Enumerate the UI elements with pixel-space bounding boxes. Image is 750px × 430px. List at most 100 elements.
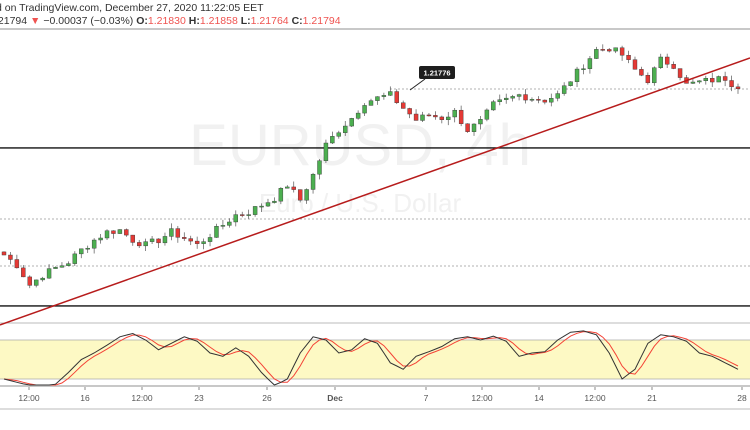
bullish-candle [703,78,709,82]
bearish-candle [137,242,142,247]
open-value: 1.21830 [147,15,186,27]
bearish-candle [664,56,670,65]
stochastic-band [0,340,750,379]
bullish-candle [471,123,477,132]
bearish-candle [639,69,644,76]
bullish-candle [388,91,393,96]
bullish-candle [529,99,535,101]
bullish-candle [162,236,168,244]
bearish-candle [297,189,303,201]
bearish-candle [194,240,200,244]
bullish-candle [516,94,522,97]
price-change: −0.00037 (−0.03%) [43,15,134,27]
bullish-candle [317,160,322,175]
bullish-candle [304,189,309,201]
x-tick-label: 7 [424,393,429,403]
last-price: .21794 [0,15,28,27]
bullish-candle [549,98,554,103]
bullish-candle [252,206,258,215]
bearish-candle [182,237,187,239]
bullish-candle [246,214,251,216]
bearish-candle [645,75,651,84]
bullish-candle [697,80,702,83]
down-arrow-icon: ▼ [30,15,41,27]
bullish-candle [587,58,593,69]
bullish-candle [484,109,490,120]
bearish-candle [729,80,734,88]
bearish-candle [677,68,683,78]
bullish-candle [561,85,567,94]
bullish-candle [497,99,502,102]
bullish-candle [91,239,97,249]
chart-header: d on TradingView.com, December 27, 2020 … [0,0,750,30]
bullish-candle [690,81,696,84]
bearish-candle [413,113,419,121]
bearish-candle [542,99,548,103]
bullish-candle [362,105,367,114]
bearish-candle [130,234,135,243]
bullish-candle [336,132,342,137]
bearish-candle [407,108,412,115]
open-label: O: [136,15,148,27]
bullish-candle [658,56,663,68]
bullish-candle [59,265,65,268]
x-tick-label: 14 [534,393,544,403]
bullish-candle [310,173,316,190]
bullish-candle [265,202,271,207]
bullish-candle [510,96,515,99]
published-info: d on TradingView.com, December 27, 2020 … [0,2,264,14]
bullish-candle [278,188,284,202]
bullish-candle [169,228,174,237]
bullish-candle [117,229,123,234]
x-tick-label: 12:00 [471,393,493,403]
bearish-candle [188,238,193,242]
bullish-candle [652,67,657,84]
x-tick-label: 21 [647,393,657,403]
bullish-candle [613,47,618,52]
price-callout-label: 1.21776 [423,69,450,78]
bullish-candle [285,186,290,189]
bullish-candle [375,96,380,101]
low-label: L: [240,15,251,27]
bullish-candle [381,95,387,97]
bullish-candle [149,238,155,242]
bullish-candle [143,241,148,247]
bearish-candle [400,102,406,109]
bearish-candle [240,214,245,216]
bearish-candle [8,254,13,260]
bearish-candle [607,49,612,52]
bearish-candle [465,123,470,132]
bullish-candle [227,221,232,226]
bearish-candle [27,276,32,286]
bullish-candle [716,76,721,83]
bearish-candle [156,238,161,244]
bullish-candle [207,237,213,242]
bearish-candle [111,230,116,234]
bullish-candle [355,112,361,119]
high-label: H: [188,15,200,27]
bearish-candle [439,116,445,120]
bullish-candle [594,49,599,59]
ohlc-legend: .21794 ▼ −0.00037 (−0.03%) O:1.21830 H:1… [0,15,341,27]
bullish-candle [349,118,354,127]
bullish-candle [46,268,52,279]
bullish-candle [446,116,451,120]
bearish-candle [710,78,715,83]
bearish-candle [600,49,605,51]
bullish-candle [491,101,496,111]
x-tick-label: 12:00 [584,393,606,403]
bearish-candle [14,259,20,269]
bullish-candle [555,93,560,99]
bullish-candle [259,205,264,208]
bearish-candle [175,228,181,238]
bullish-candle [343,125,348,133]
bullish-candle [581,68,586,70]
bullish-candle [85,247,90,250]
x-tick-label: 26 [262,393,272,403]
bearish-candle [523,94,528,101]
bearish-candle [291,186,296,190]
bullish-candle [104,230,110,239]
bearish-candle [722,76,728,81]
bullish-candle [33,279,39,286]
